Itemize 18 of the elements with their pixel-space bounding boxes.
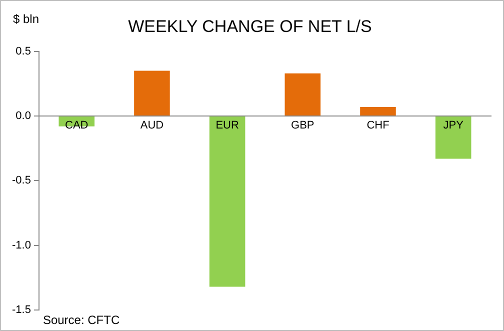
x-tick-label: EUR bbox=[216, 120, 239, 132]
bar bbox=[284, 73, 321, 116]
bar bbox=[134, 70, 170, 116]
bar bbox=[360, 107, 396, 116]
bar bbox=[209, 116, 246, 287]
y-tick-label: -0.5 bbox=[12, 174, 31, 187]
x-tick-label: CHF bbox=[366, 120, 390, 132]
y-tick-label: 0.5 bbox=[16, 45, 31, 58]
x-tick-label: GBP bbox=[291, 120, 314, 132]
x-tick-label: AUD bbox=[140, 120, 164, 132]
source-note: Source: CFTC bbox=[42, 313, 120, 327]
chart-title: WEEKLY CHANGE OF NET L/S bbox=[128, 16, 372, 36]
y-tick-label: 0.0 bbox=[16, 110, 31, 122]
bar bbox=[435, 116, 472, 159]
y-axis-title: $ bln bbox=[13, 12, 40, 26]
y-tick-label: -1.0 bbox=[12, 239, 31, 252]
y-tick-label: -1.5 bbox=[12, 304, 31, 316]
x-tick-label: JPY bbox=[443, 120, 464, 132]
